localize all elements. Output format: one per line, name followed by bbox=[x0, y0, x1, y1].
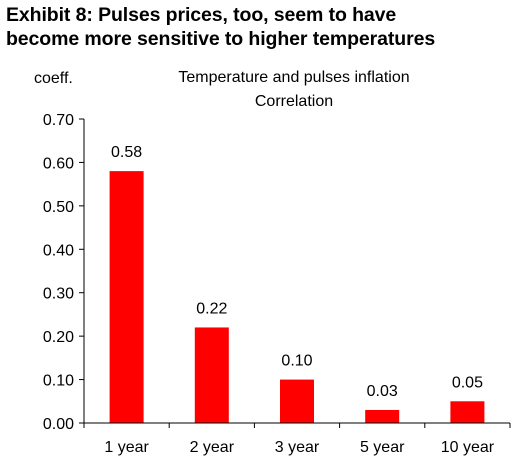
y-axis-label: coeff. bbox=[34, 70, 73, 87]
y-tick-label: 0.70 bbox=[43, 112, 74, 129]
x-tick-label: 3 year bbox=[275, 439, 320, 456]
y-tick-label: 0.10 bbox=[43, 373, 74, 390]
exhibit-title-line-2: become more sensitive to higher temperat… bbox=[6, 28, 436, 50]
x-tick-label: 1 year bbox=[104, 439, 149, 456]
bar-value-label: 0.22 bbox=[196, 300, 227, 317]
chart-title: Temperature and pulses inflation bbox=[178, 69, 409, 86]
x-axis-labels: 1 year 2 year 3 year 5 year 10 year bbox=[104, 439, 494, 456]
x-tick-label: 10 year bbox=[441, 439, 495, 456]
exhibit-title-line-1: Exhibit 8: Pulses prices, too, seem to h… bbox=[6, 4, 397, 26]
y-tick-label: 0.00 bbox=[43, 416, 74, 433]
y-tick-label: 0.60 bbox=[43, 155, 74, 172]
bar bbox=[365, 409, 400, 423]
bar-value-label: 0.58 bbox=[111, 144, 142, 161]
y-tick-label: 0.30 bbox=[43, 286, 74, 303]
bar bbox=[109, 171, 144, 423]
bar bbox=[450, 401, 485, 423]
bar bbox=[194, 327, 229, 423]
axes bbox=[83, 119, 511, 428]
y-tick-label: 0.20 bbox=[43, 329, 74, 346]
x-tick-label: 5 year bbox=[360, 439, 405, 456]
x-tick-label: 2 year bbox=[190, 439, 235, 456]
y-tick-label: 0.40 bbox=[43, 242, 74, 259]
exhibit-title: Exhibit 8: Pulses prices, too, seem to h… bbox=[6, 3, 526, 51]
y-axis-ticks: 0.00 0.10 0.20 0.30 0.40 0.50 0.60 0.70 bbox=[43, 112, 84, 433]
bar-value-label: 0.03 bbox=[367, 383, 398, 400]
bars bbox=[109, 171, 485, 423]
value-labels: 0.58 0.22 0.10 0.03 0.05 bbox=[111, 144, 483, 400]
bar-value-label: 0.05 bbox=[452, 374, 483, 391]
bar-value-label: 0.10 bbox=[281, 353, 312, 370]
chart-subtitle: Correlation bbox=[255, 93, 333, 110]
bar bbox=[280, 379, 314, 423]
y-tick-label: 0.50 bbox=[43, 199, 74, 216]
